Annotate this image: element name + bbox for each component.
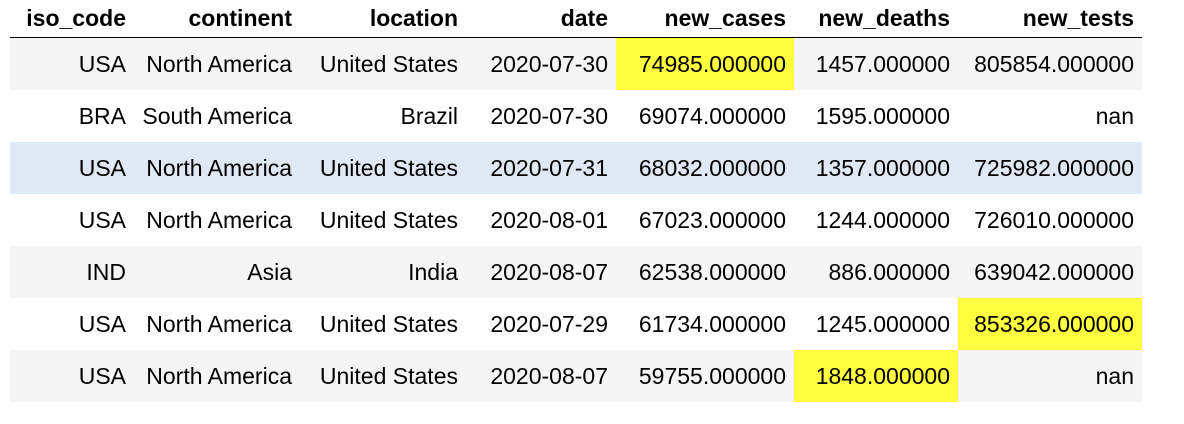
dataframe-output: iso_code continent location date new_cas… <box>10 0 1142 402</box>
cell-continent: North America <box>134 298 300 350</box>
cell-new-deaths: 1595.000000 <box>794 90 958 142</box>
cell-location: United States <box>300 37 466 90</box>
cell-new-tests: 805854.000000 <box>958 37 1142 90</box>
column-header-iso-code: iso_code <box>10 0 134 38</box>
table-row: USA North America United States 2020-08-… <box>10 194 1142 246</box>
table-body: USA North America United States 2020-07-… <box>10 37 1142 402</box>
cell-date: 2020-07-31 <box>466 142 616 194</box>
dataframe-table: iso_code continent location date new_cas… <box>10 0 1142 402</box>
cell-iso-code: USA <box>10 37 134 90</box>
cell-iso-code: USA <box>10 298 134 350</box>
cell-date: 2020-08-07 <box>466 246 616 298</box>
table-row: USA North America United States 2020-07-… <box>10 37 1142 90</box>
cell-iso-code: USA <box>10 194 134 246</box>
table-row: USA North America United States 2020-08-… <box>10 350 1142 402</box>
cell-date: 2020-07-29 <box>466 298 616 350</box>
table-row: BRA South America Brazil 2020-07-30 6907… <box>10 90 1142 142</box>
cell-new-cases-max-highlight: 74985.000000 <box>616 37 794 90</box>
cell-location: United States <box>300 142 466 194</box>
cell-new-deaths: 886.000000 <box>794 246 958 298</box>
cell-new-cases: 68032.000000 <box>616 142 794 194</box>
cell-new-tests-max-highlight: 853326.000000 <box>958 298 1142 350</box>
cell-new-deaths: 1245.000000 <box>794 298 958 350</box>
cell-new-deaths: 1244.000000 <box>794 194 958 246</box>
cell-new-deaths: 1457.000000 <box>794 37 958 90</box>
cell-iso-code: USA <box>10 350 134 402</box>
cell-iso-code: BRA <box>10 90 134 142</box>
column-header-continent: continent <box>134 0 300 38</box>
cell-new-tests: nan <box>958 90 1142 142</box>
cell-new-deaths: 1357.000000 <box>794 142 958 194</box>
cell-date: 2020-08-07 <box>466 350 616 402</box>
table-row: USA North America United States 2020-07-… <box>10 298 1142 350</box>
column-header-location: location <box>300 0 466 38</box>
cell-date: 2020-08-01 <box>466 194 616 246</box>
cell-new-tests: nan <box>958 350 1142 402</box>
cell-continent: North America <box>134 350 300 402</box>
cell-new-tests: 725982.000000 <box>958 142 1142 194</box>
cell-new-cases: 61734.000000 <box>616 298 794 350</box>
table-row: IND Asia India 2020-08-07 62538.000000 8… <box>10 246 1142 298</box>
cell-continent: South America <box>134 90 300 142</box>
cell-new-cases: 59755.000000 <box>616 350 794 402</box>
cell-date: 2020-07-30 <box>466 90 616 142</box>
cell-date: 2020-07-30 <box>466 37 616 90</box>
column-header-date: date <box>466 0 616 38</box>
table-header: iso_code continent location date new_cas… <box>10 0 1142 38</box>
cell-new-tests: 639042.000000 <box>958 246 1142 298</box>
column-header-new-deaths: new_deaths <box>794 0 958 38</box>
column-header-new-tests: new_tests <box>958 0 1142 38</box>
cell-location: United States <box>300 194 466 246</box>
cell-location: United States <box>300 298 466 350</box>
column-header-new-cases: new_cases <box>616 0 794 38</box>
cell-location: India <box>300 246 466 298</box>
cell-continent: North America <box>134 37 300 90</box>
cell-location: Brazil <box>300 90 466 142</box>
cell-new-cases: 67023.000000 <box>616 194 794 246</box>
cell-new-cases: 69074.000000 <box>616 90 794 142</box>
cell-new-cases: 62538.000000 <box>616 246 794 298</box>
header-row: iso_code continent location date new_cas… <box>10 0 1142 38</box>
cell-new-deaths-max-highlight: 1848.000000 <box>794 350 958 402</box>
cell-iso-code: IND <box>10 246 134 298</box>
cell-iso-code: USA <box>10 142 134 194</box>
cell-continent: North America <box>134 142 300 194</box>
cell-location: United States <box>300 350 466 402</box>
cell-continent: Asia <box>134 246 300 298</box>
cell-new-tests: 726010.000000 <box>958 194 1142 246</box>
cell-continent: North America <box>134 194 300 246</box>
table-row-hovered: USA North America United States 2020-07-… <box>10 142 1142 194</box>
